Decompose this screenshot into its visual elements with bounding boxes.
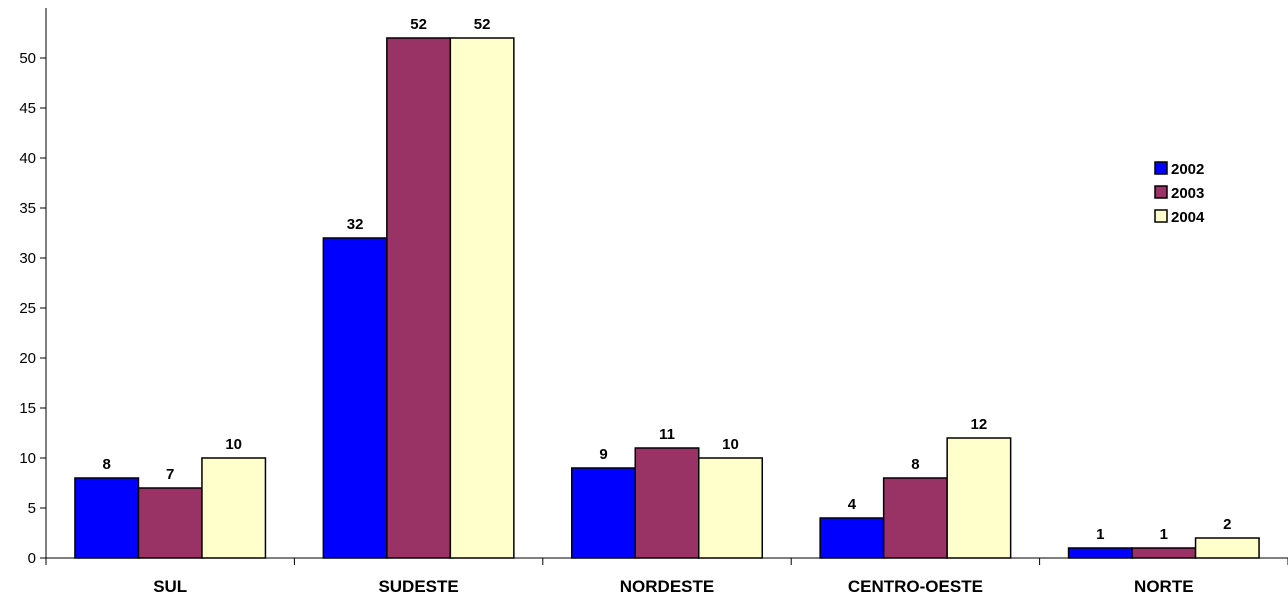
data-label: 10	[722, 436, 739, 453]
data-label: 7	[166, 466, 174, 483]
bar-2004	[1194, 537, 1260, 559]
bar-2003	[634, 447, 700, 559]
data-label: 32	[347, 216, 364, 233]
data-label: 12	[971, 416, 988, 433]
y-tick-label: 20	[19, 350, 36, 367]
data-label: 10	[225, 436, 242, 453]
legend-label: 2004	[1171, 209, 1205, 226]
bar-2004	[698, 457, 763, 559]
legend-swatch-2002	[1154, 161, 1168, 175]
data-label: 9	[599, 446, 607, 463]
x-axis: SUL SUDESTE NORDESTE CENTRO-OESTE NORTE	[45, 557, 1288, 596]
category-label: NORTE	[1134, 577, 1194, 596]
y-axis: 0 5 10 15 20 25 30 35 40 45 50	[19, 8, 47, 567]
data-label: 52	[474, 16, 491, 33]
bar-2004	[449, 37, 515, 559]
bar-2003	[1131, 547, 1197, 559]
data-label: 1	[1160, 526, 1168, 543]
category-label: NORDESTE	[620, 577, 714, 596]
bar-2003	[137, 487, 203, 559]
bar-2004	[946, 437, 1012, 559]
bar-2004	[201, 457, 267, 559]
legend-label: 2003	[1171, 185, 1204, 202]
bar-2002	[322, 237, 388, 559]
category-label: SUDESTE	[378, 577, 458, 596]
data-label: 4	[848, 496, 857, 513]
category-label: SUL	[153, 577, 187, 596]
bar-2003	[386, 37, 452, 559]
bar-2002	[571, 467, 636, 559]
bar-2003	[882, 477, 948, 559]
data-label: 1	[1096, 526, 1104, 543]
bar-2002	[1067, 547, 1133, 559]
y-tick-label: 35	[19, 200, 36, 217]
legend-swatch-2004	[1154, 209, 1168, 223]
legend-label: 2002	[1171, 161, 1204, 178]
data-label: 11	[659, 426, 675, 443]
bar-2002	[819, 517, 885, 559]
data-label: 52	[410, 16, 427, 33]
data-label: 2	[1223, 516, 1231, 533]
y-tick-label: 45	[19, 100, 36, 117]
y-tick-label: 15	[19, 400, 36, 417]
y-tick-label: 50	[19, 50, 36, 67]
data-label: 8	[103, 456, 111, 473]
legend-swatch-2003	[1154, 185, 1168, 199]
y-tick-label: 5	[28, 500, 36, 517]
category-label: CENTRO-OESTE	[848, 577, 983, 596]
y-tick-label: 40	[19, 150, 36, 167]
y-tick-label: 25	[19, 300, 36, 317]
y-tick-label: 30	[19, 250, 36, 267]
y-tick-label: 10	[19, 450, 36, 467]
bar-2002	[74, 477, 140, 559]
y-tick-label: 0	[28, 550, 36, 567]
data-label: 8	[911, 456, 919, 473]
legend: 2002 2003 2004	[1154, 161, 1205, 226]
